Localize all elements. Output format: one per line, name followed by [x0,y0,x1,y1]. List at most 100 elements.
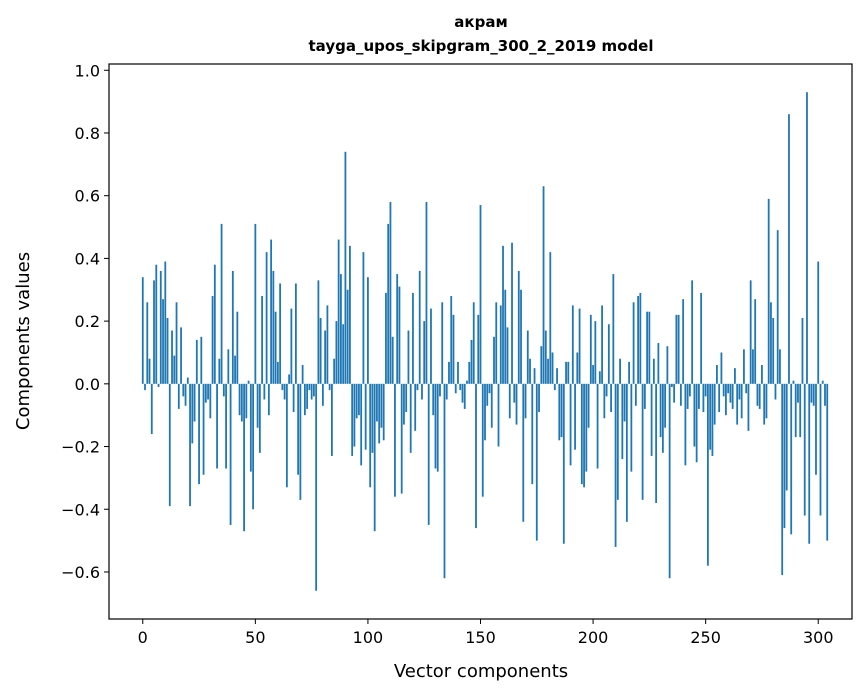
bar [504,289,507,384]
bar [779,349,781,384]
bar [218,358,221,384]
bar [225,383,227,469]
bar [450,296,453,384]
bar [367,277,369,384]
bar [200,336,203,384]
bar [729,383,732,403]
bar [324,330,327,384]
bar [398,286,401,384]
x-tick-label: 100 [353,628,384,647]
bar [790,383,793,535]
bar [544,330,547,384]
bar [783,383,786,529]
bar [788,114,790,384]
bar [630,383,633,472]
bar [461,383,464,403]
bar [610,383,612,413]
bar [459,383,462,391]
bar [569,383,572,466]
bar [810,383,813,403]
bar [400,383,403,494]
bar [497,383,500,447]
x-tick-label: 50 [245,628,265,647]
bar [155,264,158,384]
bar [495,302,498,384]
bar [463,383,466,409]
bar [493,336,495,384]
bar [337,239,340,384]
bar [551,352,554,384]
bar [553,383,556,391]
bar [688,383,691,397]
bar [776,230,779,384]
bar [486,383,489,406]
bar [643,383,646,409]
bar [173,355,176,384]
bar [175,302,178,384]
y-tick-label: 0.8 [75,124,100,143]
bar [736,383,739,425]
bar [202,383,205,475]
bar [758,383,761,409]
bar [535,383,538,541]
bar [718,383,721,413]
bar [538,383,540,413]
bar [720,352,723,384]
bar [770,302,772,384]
bar [734,368,736,384]
bar [454,383,457,394]
bar [700,292,703,384]
bar [722,383,725,397]
bar [738,383,741,400]
bar [153,280,155,384]
bar [702,383,705,413]
bar [652,358,655,384]
bar [409,383,412,453]
bar [146,302,149,384]
bar [826,383,829,541]
bar [655,383,658,503]
bar [632,302,635,384]
bar [605,383,608,397]
bar [670,383,673,387]
bar [781,383,784,576]
bar [265,252,268,384]
bar [614,383,617,547]
bar [387,223,390,384]
bar [315,383,318,591]
bar [418,270,421,384]
bar [254,223,257,384]
bar [571,305,574,384]
bar [797,383,799,403]
bar [801,317,804,384]
y-tick-label: −0.4 [61,500,100,519]
bar [301,365,304,384]
y-tick-label: 0.2 [75,312,100,331]
bar [522,383,525,522]
bar [731,383,734,409]
bar [335,321,338,384]
bar [639,292,642,384]
bar [641,383,644,500]
bar [619,358,621,384]
bar [394,383,396,497]
bar [405,383,408,413]
bar [272,270,275,384]
bar [312,383,315,397]
bar [499,305,502,384]
bar [430,308,432,384]
bar [164,261,167,384]
bar [661,383,664,453]
bar [382,383,385,441]
bar [664,383,667,428]
bar [211,296,214,384]
bar [794,383,797,438]
bar [247,380,250,384]
bar [587,383,590,428]
bar [380,383,383,428]
bar [198,383,200,485]
bar [448,361,450,384]
bar [477,314,480,384]
bar [407,330,410,384]
bar [621,383,624,460]
